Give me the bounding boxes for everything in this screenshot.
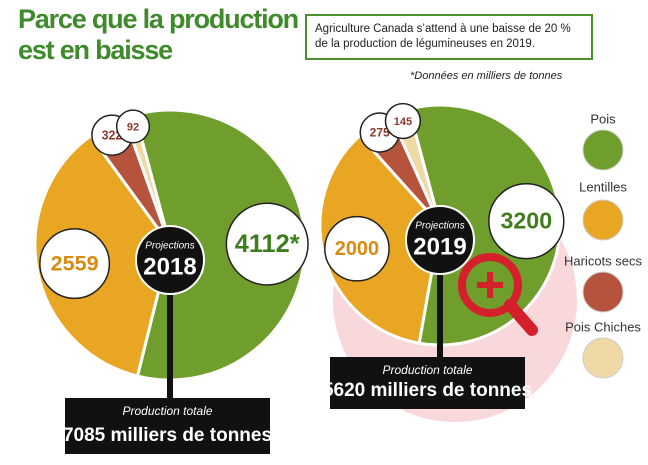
year-badge <box>135 225 205 295</box>
magnifier-ring <box>458 253 522 317</box>
footnote: *Données en milliers de tonnes <box>410 70 563 82</box>
legend-swatch <box>582 337 624 379</box>
value-label: 4112* <box>235 230 300 258</box>
value-badge <box>39 228 111 300</box>
total-value: 7085 milliers de tonnes <box>63 425 272 446</box>
value-label: 3200 <box>500 207 552 233</box>
magnifier-handle <box>504 299 538 336</box>
legend-label: Pois Chiches <box>565 319 641 334</box>
title-line: Parce que la production <box>18 4 299 34</box>
legend-swatch <box>582 129 624 171</box>
value-badge <box>225 202 309 286</box>
total-value: 5620 milliers de tonnes <box>323 380 532 401</box>
title-line: est en baisse <box>18 35 173 65</box>
badge-heading: Projections <box>415 221 464 232</box>
badge-year: 2018 <box>143 253 196 280</box>
legend-label: Haricots secs <box>564 253 643 268</box>
note: Agriculture Canada s’attend à une baisse… <box>305 14 593 60</box>
legend-swatch <box>582 271 624 313</box>
legend-label: Lentilles <box>579 179 627 194</box>
total-box <box>65 398 270 454</box>
value-label: 92 <box>127 121 139 133</box>
year-badge <box>405 205 475 275</box>
value-badge <box>115 109 151 144</box>
total-box <box>330 357 525 409</box>
badge-year: 2019 <box>413 233 466 260</box>
total-heading: Production totale <box>382 363 472 377</box>
legend-swatch <box>582 199 624 241</box>
value-label: 2000 <box>335 238 379 260</box>
value-badge <box>324 215 390 282</box>
total-heading: Production totale <box>122 404 212 418</box>
value-badge <box>384 102 422 140</box>
value-label: 2559 <box>51 250 99 275</box>
value-label: 145 <box>394 116 412 128</box>
legend-label: Pois <box>590 111 616 126</box>
title: Parce que la production est en baisse <box>18 4 299 66</box>
value-label: 275 <box>370 126 390 140</box>
badge-heading: Projections <box>145 241 194 252</box>
value-badge <box>488 183 565 260</box>
magnifier-plus <box>477 272 503 298</box>
